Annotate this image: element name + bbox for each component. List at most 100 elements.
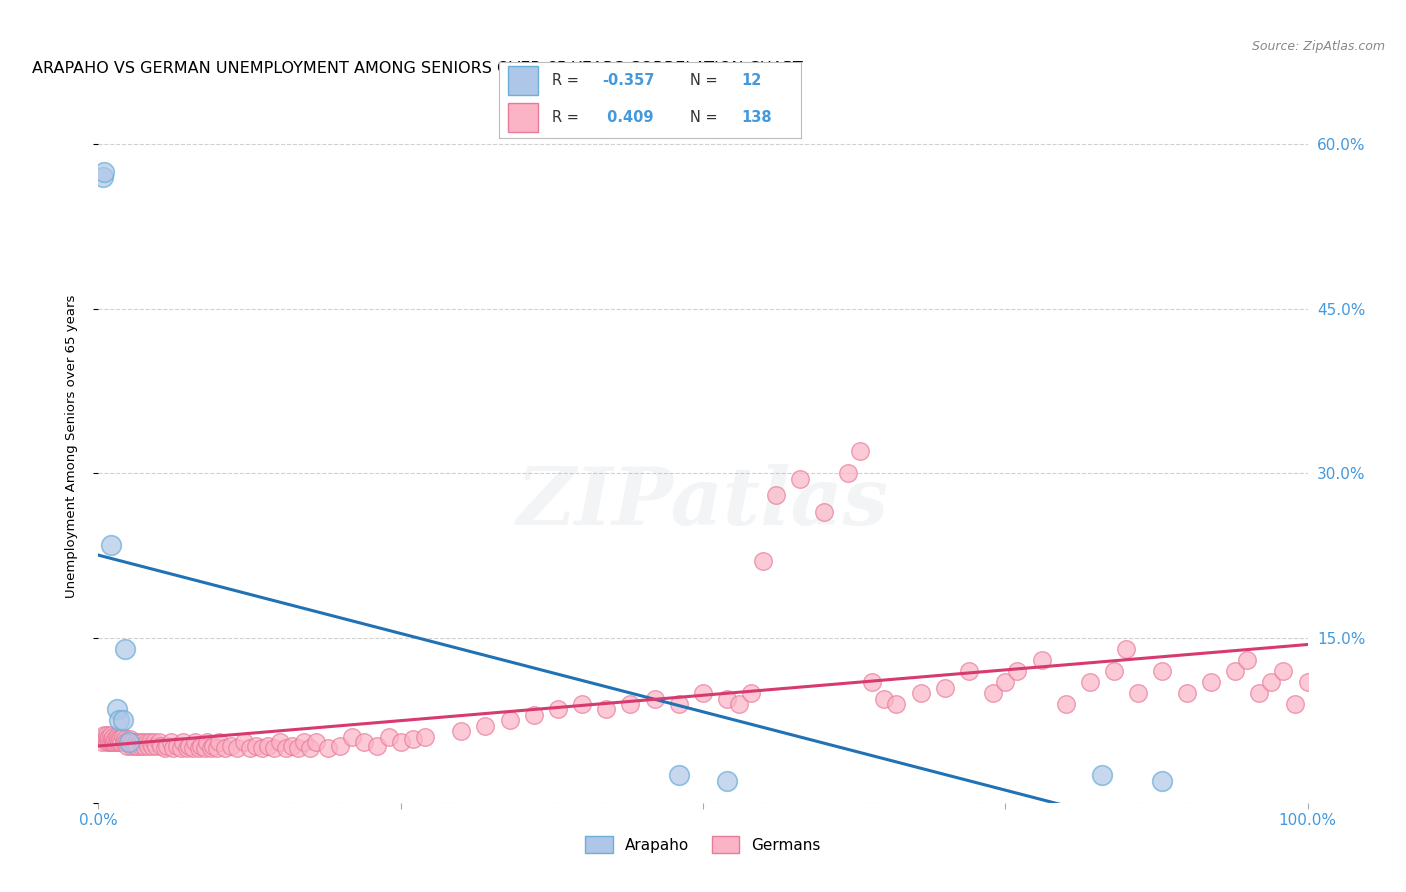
Point (127, 739, 149, 753)
Point (1175, 686, 1198, 700)
Point (93, 730, 115, 744)
Point (104, 732, 127, 747)
Point (129, 739, 152, 753)
Point (134, 739, 156, 753)
Point (139, 735, 162, 749)
Point (402, 732, 425, 747)
Point (523, 708, 546, 723)
Point (94, 732, 117, 747)
Point (269, 735, 291, 749)
Point (595, 702, 617, 716)
Point (226, 740, 249, 755)
Point (105, 735, 128, 749)
Text: ARAPAHO VS GERMAN UNEMPLOYMENT AMONG SENIORS OVER 65 YEARS CORRELATION CHART: ARAPAHO VS GERMAN UNEMPLOYMENT AMONG SEN… (32, 61, 803, 76)
Point (156, 739, 179, 753)
Point (166, 739, 188, 753)
Point (1272, 664, 1295, 678)
Point (93, 164, 115, 178)
Point (114, 732, 136, 747)
Point (245, 739, 267, 753)
Point (981, 686, 1004, 700)
Point (849, 444, 872, 458)
Point (910, 686, 932, 700)
Point (100, 732, 122, 747)
Point (141, 739, 163, 753)
Point (765, 488, 787, 502)
Point (205, 740, 228, 755)
Point (1320, 686, 1343, 700)
Point (101, 735, 124, 749)
Point (112, 735, 135, 749)
Point (1296, 675, 1319, 690)
Point (143, 735, 166, 749)
Point (716, 773, 738, 788)
Point (740, 686, 762, 700)
Point (389, 735, 412, 749)
Point (366, 739, 388, 753)
Point (1223, 664, 1246, 678)
Point (813, 505, 835, 519)
Point (342, 730, 364, 744)
Point (121, 735, 143, 749)
Point (232, 735, 254, 749)
Point (860, 675, 883, 690)
Text: N =: N = (689, 73, 717, 88)
Text: N =: N = (689, 110, 717, 125)
Point (108, 714, 131, 728)
Point (105, 730, 128, 744)
Point (668, 768, 690, 782)
Text: 12: 12 (741, 73, 761, 88)
Point (91, 169, 114, 184)
Text: R =: R = (553, 73, 579, 88)
Point (716, 691, 738, 706)
Point (377, 730, 399, 744)
Point (329, 739, 352, 753)
Text: 138: 138 (741, 110, 772, 125)
Point (316, 740, 339, 755)
Point (100, 538, 122, 552)
Point (169, 740, 191, 755)
Point (571, 697, 593, 711)
Point (498, 714, 520, 728)
Point (96, 735, 118, 749)
Point (202, 739, 225, 753)
Point (136, 739, 159, 753)
Point (886, 697, 908, 711)
Point (1236, 653, 1258, 667)
Point (172, 735, 194, 749)
Bar (508, 66, 538, 95)
Point (1007, 664, 1029, 678)
Point (179, 739, 201, 753)
Point (994, 675, 1017, 690)
Point (281, 739, 304, 753)
Point (668, 697, 690, 711)
Point (98, 730, 121, 744)
Point (547, 702, 569, 716)
Point (97, 732, 120, 747)
Point (837, 467, 859, 481)
Point (1249, 686, 1271, 700)
Point (100, 735, 122, 749)
Point (110, 735, 132, 749)
Point (299, 740, 322, 755)
Point (111, 730, 134, 744)
Point (1333, 675, 1355, 690)
Point (120, 739, 142, 753)
Point (150, 739, 173, 753)
Point (1309, 664, 1331, 678)
Point (118, 735, 141, 749)
Point (132, 735, 155, 749)
Point (184, 735, 207, 749)
Point (1091, 768, 1114, 782)
Point (789, 472, 811, 486)
Point (619, 697, 641, 711)
Point (115, 735, 138, 749)
Point (353, 735, 375, 749)
Point (250, 740, 273, 755)
Point (145, 739, 167, 753)
Point (1152, 773, 1174, 788)
Point (118, 735, 141, 749)
Point (256, 739, 278, 753)
Point (263, 740, 285, 755)
Point (118, 732, 141, 747)
